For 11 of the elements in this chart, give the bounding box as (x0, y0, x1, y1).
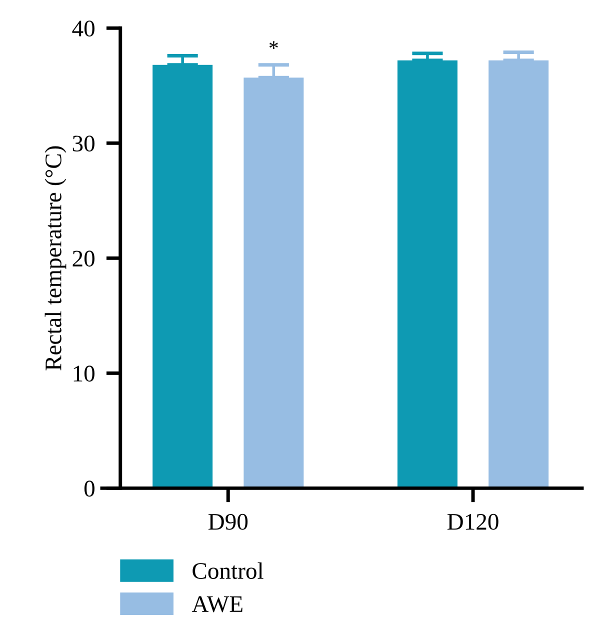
legend-label: Control (192, 562, 264, 579)
y-tick-label: 40 (72, 20, 94, 37)
annotation: * (269, 41, 278, 49)
y-axis-title: Rectal temperature (°C) (44, 146, 66, 370)
y-tick-label: 20 (72, 250, 94, 267)
x-tick-label: D90 (208, 514, 248, 530)
x-tick-label: D120 (447, 514, 498, 530)
y-tick-label: 10 (74, 366, 94, 382)
legend-label: AWE (192, 596, 242, 612)
y-tick-label: 30 (72, 136, 94, 152)
y-tick-label: 0 (84, 480, 94, 497)
